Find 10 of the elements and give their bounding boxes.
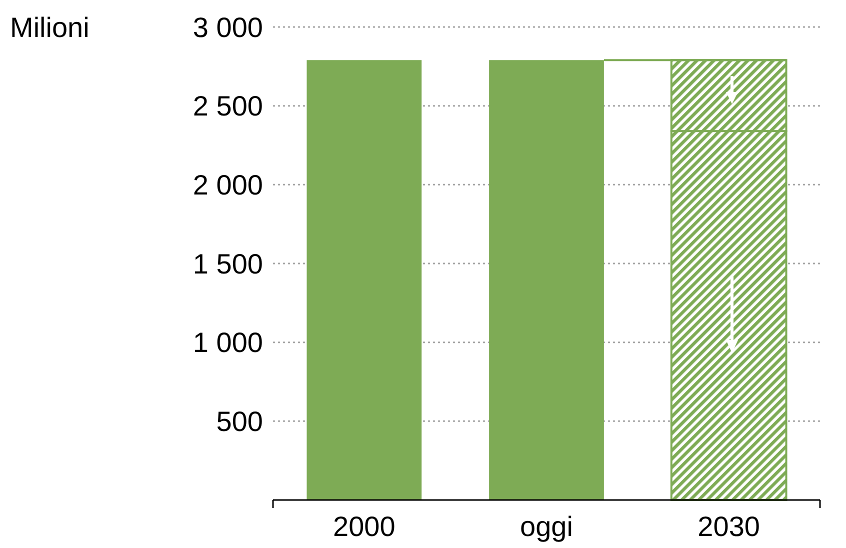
y-tick-label: 1 000 (192, 327, 263, 358)
y-tick-label: 500 (216, 406, 263, 437)
y-tick-label: 2 000 (192, 169, 263, 200)
y-tick-label: 1 500 (192, 248, 263, 280)
y-tick-label: 2 500 (192, 90, 263, 122)
x-tick-label: 2030 (698, 511, 760, 542)
x-tick-label: 2000 (333, 511, 396, 542)
x-tick-label: oggi (520, 511, 573, 542)
y-tick-label: 3 000 (192, 12, 263, 43)
y-axis-title: Milioni (10, 12, 90, 43)
